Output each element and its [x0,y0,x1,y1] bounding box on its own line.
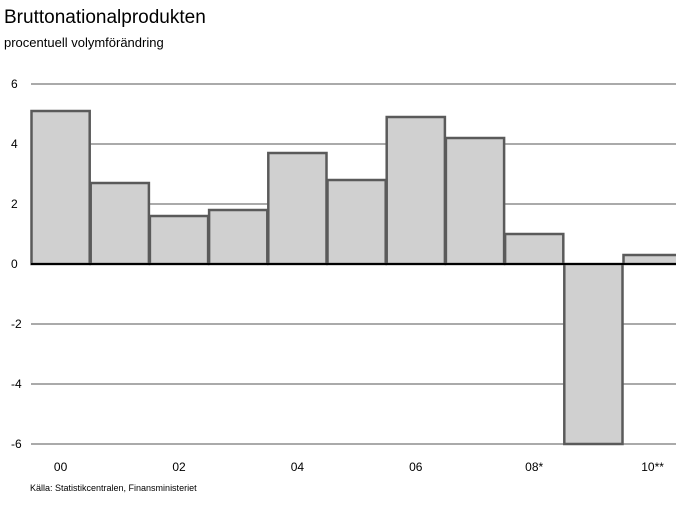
bar [503,232,565,266]
y-tick-label: 0 [11,257,18,271]
y-tick-label: -6 [11,437,22,451]
chart-title: Bruttonationalprodukten [4,7,206,28]
x-tick-label: 04 [291,460,305,474]
y-axis-ticks: 6 4 2 0 -2 -4 -6 [11,77,22,451]
x-axis-ticks: 00 02 04 06 08* 10** [54,460,664,474]
y-tick-label: 6 [11,77,18,91]
x-tick-label: 00 [54,460,68,474]
bar [326,178,387,266]
y-tick-label: 2 [11,197,18,211]
y-tick-label: -4 [11,377,22,391]
bar [148,214,210,266]
y-tick-label: -2 [11,317,22,331]
bar [622,253,676,266]
bar [267,151,328,266]
bar [385,115,447,266]
y-tick-label: 4 [11,137,18,151]
source-note: Källa: Statistikcentralen, Finansministe… [30,483,197,493]
x-tick-label: 08* [525,460,543,474]
bar [30,109,91,266]
bar [89,181,151,266]
bars [30,109,676,446]
bar [207,208,269,266]
x-tick-label: 10** [641,460,664,474]
x-tick-label: 02 [172,460,186,474]
bar [563,262,624,446]
bar [444,136,506,266]
chart-subtitle: procentuell volymförändring [4,35,164,50]
x-tick-label: 06 [409,460,423,474]
